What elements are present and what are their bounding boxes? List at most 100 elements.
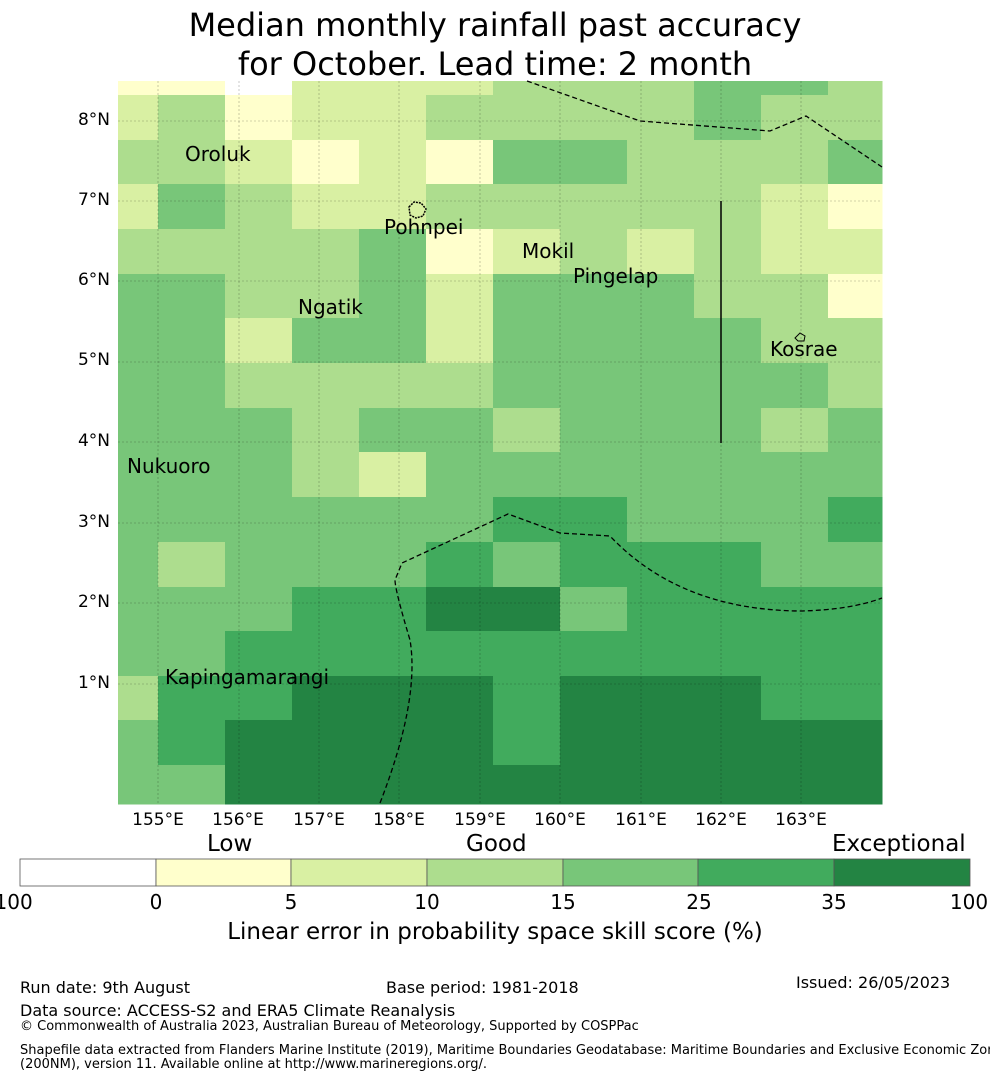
- skill-cell: [627, 274, 695, 319]
- skill-cell: [828, 229, 883, 275]
- pohnpei-island-outline: [408, 201, 427, 219]
- skill-cell: [493, 408, 561, 453]
- skill-cell: [118, 81, 159, 96]
- place-label-nukuoro: Nukuoro: [127, 454, 211, 478]
- skill-cell: [627, 363, 695, 409]
- copyright-notice: © Commonwealth of Australia 2023, Austra…: [20, 1019, 639, 1034]
- lon-label-155e: 155°E: [132, 810, 184, 830]
- skill-cell: [627, 497, 695, 543]
- skill-cell: [627, 631, 695, 677]
- colorbar-swatch: [426, 858, 564, 887]
- skill-cell: [828, 95, 883, 141]
- colorbar-tick: 15: [550, 890, 576, 914]
- place-label-oroluk: Oroluk: [185, 142, 251, 166]
- skill-cell: [359, 631, 427, 677]
- maritime-boundaries: [379, 80, 883, 804]
- skill-cell: [292, 631, 360, 677]
- skill-cell: [359, 765, 427, 805]
- colorbar-tick: 100: [949, 890, 989, 914]
- skill-cell: [359, 95, 427, 141]
- lat-label-1n: 1°N: [77, 673, 110, 693]
- skill-cell: [493, 140, 561, 185]
- skill-cell: [292, 184, 360, 230]
- skill-cell: [493, 318, 561, 364]
- skill-cell: [493, 363, 561, 409]
- colorbar-category-good: Good: [466, 831, 527, 857]
- skill-cell: [158, 318, 226, 364]
- skill-cell: [493, 676, 561, 721]
- lon-label-158e: 158°E: [373, 810, 425, 830]
- place-label-pingelap: Pingelap: [573, 264, 659, 288]
- skill-cell: [828, 274, 883, 319]
- skill-cell: [426, 676, 494, 721]
- skill-cell: [828, 140, 883, 185]
- place-label-kapingamarangi: Kapingamarangi: [165, 665, 330, 689]
- lat-label-8n: 8°N: [77, 110, 110, 130]
- skill-cell: [292, 408, 360, 453]
- skill-cell: [493, 229, 561, 275]
- skill-cell: [225, 229, 293, 275]
- skill-cell: [828, 587, 883, 632]
- skill-cell: [426, 229, 494, 275]
- skill-cell: [627, 81, 695, 96]
- skill-cell: [761, 363, 829, 409]
- lon-label-157e: 157°E: [293, 810, 345, 830]
- skill-cell: [627, 95, 695, 141]
- skill-cell: [761, 184, 829, 230]
- colorbar-swatch: [833, 858, 971, 887]
- skill-cell: [694, 229, 762, 275]
- skill-cell: [292, 676, 360, 721]
- skill-cell: [359, 720, 427, 766]
- skill-cell: [560, 274, 628, 319]
- skill-cell: [761, 95, 829, 141]
- skill-cell: [118, 676, 159, 721]
- skill-cell: [426, 631, 494, 677]
- skill-cell: [694, 765, 762, 805]
- skill-cell: [225, 765, 293, 805]
- skill-cell: [761, 81, 829, 96]
- colorbar-swatch: [562, 858, 699, 887]
- skill-cell: [426, 720, 494, 766]
- skill-cell: [761, 676, 829, 721]
- skill-cell: [493, 720, 561, 766]
- skill-cell: [426, 765, 494, 805]
- colorbar-tick: 5: [284, 890, 298, 914]
- skill-cell: [292, 497, 360, 543]
- skill-cell: [828, 542, 883, 588]
- eez-boundary-north: [526, 80, 883, 168]
- skill-cell: [225, 140, 293, 185]
- skill-cell: [158, 140, 226, 185]
- skill-cell: [560, 587, 628, 632]
- skill-cell: [828, 452, 883, 498]
- skill-cell: [359, 140, 427, 185]
- colorbar-tick: 25: [686, 890, 712, 914]
- skill-cell: [761, 274, 829, 319]
- skill-cell: [694, 318, 762, 364]
- lon-label-159e: 159°E: [454, 810, 506, 830]
- skill-cell: [694, 631, 762, 677]
- lon-label-161e: 161°E: [615, 810, 667, 830]
- lat-label-2n: 2°N: [77, 592, 110, 612]
- skill-cell: [225, 452, 293, 498]
- lat-label-5n: 5°N: [77, 350, 110, 370]
- skill-cell: [493, 184, 561, 230]
- skill-cell: [359, 274, 427, 319]
- skill-cell: [426, 452, 494, 498]
- skill-cell: [225, 542, 293, 588]
- skill-cell: [694, 363, 762, 409]
- skill-cell: [560, 408, 628, 453]
- skill-cell: [426, 140, 494, 185]
- skill-cell: [359, 587, 427, 632]
- skill-cell: [560, 140, 628, 185]
- lon-label-163e: 163°E: [775, 810, 827, 830]
- skill-cell: [292, 765, 360, 805]
- skill-cell: [694, 184, 762, 230]
- lat-label-6n: 6°N: [77, 270, 110, 290]
- skill-cell: [560, 676, 628, 721]
- skill-cell: [627, 720, 695, 766]
- eez-boundary-south: [379, 513, 883, 804]
- skill-cell: [225, 81, 293, 96]
- skill-cell: [560, 95, 628, 141]
- skill-cell: [560, 81, 628, 96]
- skill-cell: [560, 631, 628, 677]
